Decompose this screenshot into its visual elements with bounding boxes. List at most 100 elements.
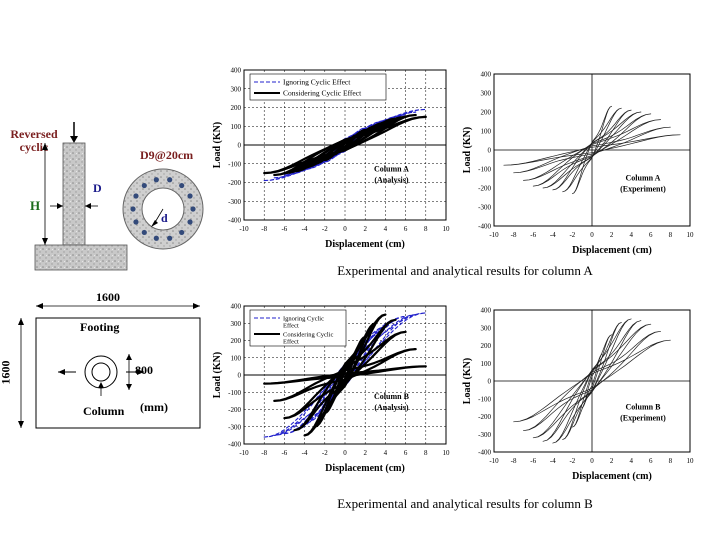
rebar-dot — [141, 182, 147, 189]
chart-annotation: (Analysis) — [374, 175, 409, 184]
x-tick-label: 2 — [363, 225, 367, 233]
height-label: H — [30, 198, 41, 213]
y-tick-label: 300 — [481, 324, 492, 332]
y-tick-label: -300 — [478, 431, 491, 439]
x-tick-label: 0 — [343, 449, 347, 457]
rebar-dot — [167, 177, 173, 183]
rebar-ring — [130, 177, 196, 241]
chart-annotation: (Analysis) — [374, 403, 409, 412]
chart-annotation: Column A — [626, 173, 661, 182]
hysteresis-loop — [542, 320, 642, 442]
x-tick-label: -8 — [261, 449, 267, 457]
x-tick-label: -6 — [530, 231, 536, 239]
rebar-dot — [133, 193, 139, 199]
x-tick-label: 8 — [424, 449, 428, 457]
x-tick-label: 2 — [363, 449, 367, 457]
y-tick-label: 300 — [481, 90, 492, 98]
x-tick-label: 6 — [649, 457, 653, 465]
y-tick-label: 0 — [488, 147, 492, 155]
x-tick-label: 10 — [687, 231, 695, 239]
chart-annotation: Column B — [374, 392, 410, 401]
legend-entry-cont: Effect — [283, 323, 299, 330]
y-tick-label: 300 — [231, 85, 242, 93]
plot-area — [493, 309, 691, 453]
y-tick-label: -200 — [478, 185, 491, 193]
x-tick-label: 0 — [343, 225, 347, 233]
hysteresis-loop — [562, 107, 622, 193]
plan-width-label: 1600 — [96, 290, 120, 304]
y-tick-label: 100 — [231, 123, 242, 131]
chart-column-b-experiment: -10 -8 -6 -4 -2 0 2 4 6 8 10 400 300 200 100 0 -100 -200 -… — [462, 307, 694, 483]
y-tick-label: -200 — [228, 179, 241, 187]
x-tick-label: -2 — [569, 457, 575, 465]
x-tick-label: -10 — [239, 225, 249, 233]
y-tick-label: -100 — [478, 166, 491, 174]
hysteresis-loop — [273, 348, 417, 402]
rebar-dot — [130, 206, 136, 212]
y-axis-label: Load (KN) — [212, 352, 223, 398]
y-tick-label: -300 — [228, 198, 241, 206]
y-tick-label: 0 — [238, 372, 242, 380]
chart-column-a-experiment: -10 -8 -6 -4 -2 0 2 4 6 8 10 400 300 200 100 0 -100 -200 -… — [462, 71, 695, 257]
y-tick-label: 400 — [481, 71, 492, 79]
y-tick-label: 0 — [238, 142, 242, 150]
footing-block — [34, 244, 128, 271]
section-spec-label: D9@20cm — [140, 148, 194, 162]
x-tick-label: -4 — [550, 457, 556, 465]
plan-view-diagram — [18, 303, 201, 429]
y-tick-label: 200 — [231, 104, 242, 112]
x-tick-label: -2 — [569, 231, 575, 239]
x-tick-label: -4 — [302, 449, 308, 457]
hysteresis-loop — [523, 330, 661, 432]
rebar-dot — [187, 193, 193, 199]
x-tick-label: 6 — [404, 449, 408, 457]
chart-annotation: Column A — [374, 164, 409, 173]
x-tick-label: 8 — [424, 225, 428, 233]
hysteresis-loop — [532, 323, 652, 439]
y-axis-label: Load (KN) — [462, 127, 473, 173]
y-tick-label: 100 — [231, 354, 242, 362]
series-experiment — [503, 105, 681, 195]
x-tick-label: -8 — [511, 231, 517, 239]
plan-height-label: 1600 — [0, 360, 13, 385]
chart-annotation: (Experiment) — [620, 184, 666, 193]
hysteresis-loop — [572, 105, 612, 195]
x-axis-label: Displacement (cm) — [325, 463, 405, 474]
x-tick-label: -2 — [322, 225, 328, 233]
x-tick-label: -8 — [511, 457, 517, 465]
y-tick-label: -400 — [478, 449, 491, 457]
y-axis-label: Load (KN) — [212, 122, 223, 168]
hysteresis-loop — [263, 365, 427, 385]
y-tick-label: 200 — [481, 109, 492, 117]
chart-annotation: (Experiment) — [620, 413, 666, 422]
y-tick-label: -200 — [478, 413, 491, 421]
reversed-cyclic-label: Reversed cyclic — [10, 127, 58, 154]
cross-section-diagram — [122, 168, 204, 250]
x-tick-label: 6 — [649, 231, 653, 239]
x-tick-label: 4 — [384, 449, 388, 457]
x-tick-label: -6 — [530, 457, 536, 465]
y-tick-label: -300 — [478, 204, 491, 212]
y-tick-label: -400 — [228, 217, 241, 225]
column-stem — [62, 142, 86, 246]
hysteresis-loop — [552, 109, 632, 191]
x-tick-label: 4 — [629, 231, 633, 239]
y-tick-label: -100 — [228, 160, 241, 168]
y-tick-label: 400 — [481, 307, 492, 315]
rebar-dot — [179, 182, 185, 189]
x-tick-label: 2 — [610, 457, 614, 465]
rebar-dot — [153, 235, 159, 241]
x-tick-label: 4 — [384, 225, 388, 233]
y-axis-label: Load (KN) — [462, 358, 473, 404]
x-tick-label: 8 — [669, 231, 673, 239]
column-elevation-diagram — [34, 122, 128, 271]
x-tick-label: 6 — [404, 225, 408, 233]
y-tick-label: -100 — [228, 389, 241, 397]
hysteresis-loop — [513, 339, 671, 423]
rebar-dot — [187, 219, 193, 225]
x-tick-label: -8 — [261, 225, 267, 233]
rebar-dot — [190, 206, 196, 212]
hysteresis-loop — [552, 318, 632, 444]
x-axis-label: Displacement (cm) — [325, 239, 405, 250]
